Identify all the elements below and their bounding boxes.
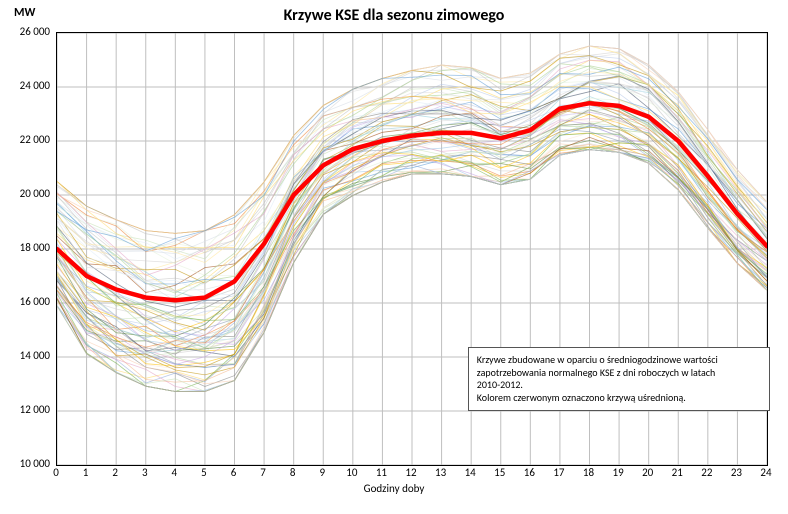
y-tick-label: 16 000 (0, 295, 50, 308)
legend-line-4: Kolorem czerwonym oznaczono krzywą uśred… (477, 392, 761, 405)
legend-line-3: 2010-2012. (477, 379, 761, 392)
x-tick-label: 12 (401, 466, 421, 479)
x-tick-label: 19 (608, 466, 628, 479)
x-tick-label: 1 (76, 466, 96, 479)
x-tick-label: 22 (697, 466, 717, 479)
x-tick-label: 11 (371, 466, 391, 479)
x-tick-label: 4 (164, 466, 184, 479)
x-tick-label: 13 (431, 466, 451, 479)
x-tick-label: 7 (253, 466, 273, 479)
x-tick-label: 15 (490, 466, 510, 479)
x-tick-label: 5 (194, 466, 214, 479)
y-tick-label: 26 000 (0, 25, 50, 38)
x-tick-label: 14 (460, 466, 480, 479)
y-tick-label: 10 000 (0, 457, 50, 470)
x-tick-label: 10 (342, 466, 362, 479)
x-tick-label: 23 (726, 466, 746, 479)
x-tick-label: 21 (667, 466, 687, 479)
x-tick-label: 17 (549, 466, 569, 479)
x-tick-label: 9 (312, 466, 332, 479)
legend-box: Krzywe zbudowane w oparciu o średniogodz… (468, 347, 770, 411)
x-tick-label: 20 (638, 466, 658, 479)
x-tick-label: 18 (579, 466, 599, 479)
x-axis-label: Godziny doby (0, 482, 788, 495)
y-tick-label: 12 000 (0, 403, 50, 416)
y-tick-label: 14 000 (0, 349, 50, 362)
y-tick-label: 20 000 (0, 187, 50, 200)
x-tick-label: 0 (46, 466, 66, 479)
chart-container: Krzywe KSE dla sezonu zimowego MW Godzin… (0, 0, 788, 514)
legend-line-1: Krzywe zbudowane w oparciu o średniogodz… (477, 354, 761, 367)
x-tick-label: 3 (135, 466, 155, 479)
y-tick-label: 22 000 (0, 133, 50, 146)
chart-title: Krzywe KSE dla sezonu zimowego (0, 6, 788, 25)
x-tick-label: 2 (105, 466, 125, 479)
x-tick-label: 8 (283, 466, 303, 479)
y-unit-label: MW (14, 6, 35, 20)
x-tick-label: 6 (224, 466, 244, 479)
x-tick-label: 24 (756, 466, 776, 479)
x-tick-label: 16 (519, 466, 539, 479)
y-tick-label: 24 000 (0, 79, 50, 92)
y-tick-label: 18 000 (0, 241, 50, 254)
